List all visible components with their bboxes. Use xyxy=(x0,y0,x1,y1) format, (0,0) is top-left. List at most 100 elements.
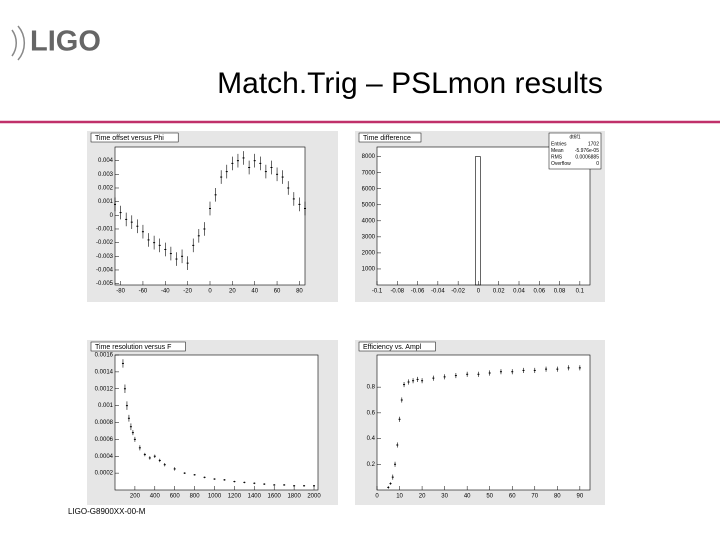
data-point xyxy=(283,484,286,486)
y-tick-label: -0.004 xyxy=(96,268,114,274)
plot-title-box xyxy=(90,132,179,143)
data-point xyxy=(398,418,401,420)
data-point xyxy=(522,369,525,371)
data-point xyxy=(223,479,226,481)
data-point xyxy=(287,187,290,189)
data-point xyxy=(477,373,480,375)
data-point xyxy=(313,485,316,487)
data-point xyxy=(131,432,134,434)
plot-title-box xyxy=(358,132,422,143)
y-tick-label: 0.0014 xyxy=(95,369,114,375)
data-point xyxy=(499,371,502,373)
data-point xyxy=(556,368,559,370)
y-tick-label: 6000 xyxy=(362,186,376,192)
data-point xyxy=(220,176,223,178)
data-point xyxy=(578,367,581,369)
data-point xyxy=(197,235,200,237)
stats-key: Mean xyxy=(551,148,564,154)
y-tick-label: 3000 xyxy=(362,234,376,240)
data-point xyxy=(203,228,206,230)
data-point xyxy=(276,173,279,175)
data-point xyxy=(421,380,424,382)
y-tick-label: 0.4 xyxy=(367,436,376,442)
x-tick-label: 0 xyxy=(375,494,379,500)
data-point xyxy=(403,384,406,386)
plot-title-box xyxy=(358,341,436,352)
x-tick-label: 1200 xyxy=(228,494,242,500)
slide-title: Match.Trig – PSLmon results xyxy=(217,67,603,100)
data-point xyxy=(231,162,234,164)
data-point xyxy=(389,483,392,485)
data-point xyxy=(147,239,150,241)
data-point xyxy=(183,472,186,474)
x-tick-label: 30 xyxy=(441,494,448,500)
data-point xyxy=(243,481,246,483)
data-point xyxy=(466,373,469,375)
x-tick-label: 2000 xyxy=(307,494,321,500)
stats-key: Overflow xyxy=(551,161,571,167)
data-point xyxy=(193,474,196,476)
data-point xyxy=(225,171,228,173)
y-tick-label: 4000 xyxy=(362,218,376,224)
footer: LIGO-G8900XX-00-M xyxy=(68,507,146,516)
data-point xyxy=(143,454,146,456)
data-point xyxy=(533,369,536,371)
data-point xyxy=(125,405,128,407)
logo-text: LIGO xyxy=(30,26,101,58)
stats-value: 1702 xyxy=(588,141,599,147)
x-tick-label: 80 xyxy=(296,289,303,295)
data-point xyxy=(233,481,236,483)
stats-value: -5.976e-05 xyxy=(575,148,599,154)
data-point xyxy=(203,476,206,478)
data-point xyxy=(263,483,266,485)
data-point xyxy=(253,160,256,162)
x-tick-label: 0.06 xyxy=(533,289,545,295)
data-point xyxy=(400,399,403,401)
hist-bar xyxy=(475,156,481,286)
data-point xyxy=(213,478,216,480)
x-tick-label: 0.08 xyxy=(554,289,566,295)
y-tick-label: -0.005 xyxy=(96,281,114,287)
data-point xyxy=(169,253,172,255)
data-point xyxy=(248,166,251,168)
data-point xyxy=(394,463,397,465)
data-point xyxy=(141,231,144,233)
plot-area xyxy=(114,146,306,286)
data-point xyxy=(209,207,211,209)
y-tick-label: 0.0012 xyxy=(95,386,114,392)
x-tick-label: -0.02 xyxy=(451,289,465,295)
y-tick-label: 0.001 xyxy=(98,403,114,409)
plot-panel: Efficiency vs. Ampl 0 10 20 30 40 50 60 70 80 90 0.… xyxy=(355,340,605,505)
y-tick-label: 0.0004 xyxy=(95,454,114,460)
plot-title: Time difference xyxy=(363,135,411,142)
x-tick-label: 0.1 xyxy=(576,289,585,295)
data-point xyxy=(303,485,306,487)
stats-value: 0 xyxy=(596,161,599,167)
x-tick-label: 600 xyxy=(170,494,181,500)
data-point xyxy=(304,207,306,209)
data-point xyxy=(123,388,126,390)
x-tick-label: 0 xyxy=(477,289,481,295)
data-point xyxy=(125,218,128,220)
x-tick-label: 200 xyxy=(130,494,141,500)
y-tick-label: -0.001 xyxy=(96,227,114,233)
y-tick-label: -0.003 xyxy=(96,254,114,260)
data-point xyxy=(259,162,262,164)
data-point xyxy=(163,464,166,466)
x-tick-label: -40 xyxy=(161,289,170,295)
y-tick-label: 0.0016 xyxy=(95,353,114,359)
x-tick-label: -0.08 xyxy=(390,289,404,295)
x-tick-label: -0.06 xyxy=(411,289,425,295)
data-point xyxy=(153,455,156,457)
plot-panel: Time difference -0.1 -0.08 -0.06 -0.04 -0.02 0… xyxy=(355,131,605,302)
plot-area xyxy=(376,354,591,491)
stats-value: 0.0006885 xyxy=(575,154,599,160)
y-tick-label: 0.2 xyxy=(367,462,376,468)
y-tick-label: 2000 xyxy=(362,250,376,256)
data-point xyxy=(454,375,457,377)
data-point xyxy=(264,171,267,173)
x-tick-label: 800 xyxy=(190,494,201,500)
data-point xyxy=(136,225,139,227)
x-tick-label: 60 xyxy=(274,289,281,295)
